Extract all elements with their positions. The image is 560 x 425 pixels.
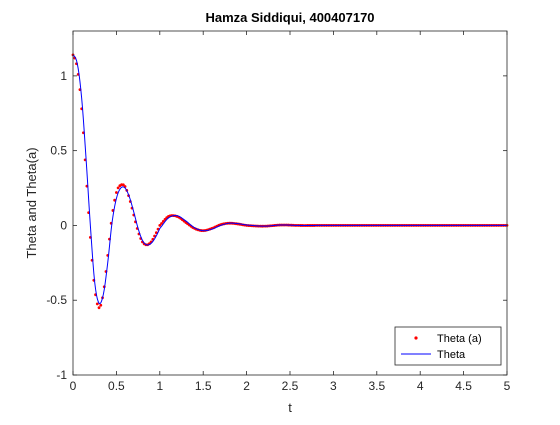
- series-point-theta-a: [158, 224, 162, 227]
- axes-box: [72, 30, 508, 376]
- x-tick-label: 3.5: [368, 379, 385, 393]
- y-tick-label: 1: [60, 69, 67, 83]
- x-tick-label: 2: [243, 379, 250, 393]
- x-tick-label: 1: [156, 379, 163, 393]
- x-tick-label: 3: [330, 379, 337, 393]
- series-point-theta-a: [116, 186, 120, 190]
- x-tick-label: 5: [504, 379, 511, 393]
- y-tick-label: 0.5: [50, 144, 67, 158]
- legend-swatch-dot: [414, 336, 418, 340]
- y-axis-label: Theta and Theta(a): [24, 147, 39, 258]
- x-tick-label: 1.5: [195, 379, 212, 393]
- chart-title: Hamza Siddiqui, 400407170: [205, 10, 374, 25]
- y-tick-label: -0.5: [46, 293, 67, 307]
- legend-label: Theta (a): [437, 333, 482, 345]
- x-tick-label: 0.5: [108, 379, 125, 393]
- series-point-theta-a: [160, 222, 163, 225]
- x-tick-label: 0: [70, 379, 77, 393]
- x-tick-label: 2.5: [282, 379, 299, 393]
- x-axis-label: t: [288, 400, 292, 415]
- x-tick-label: 4: [417, 379, 424, 393]
- y-tick-label: 0: [60, 218, 67, 232]
- axes-background: [73, 31, 507, 375]
- x-tick-label: 4.5: [455, 379, 472, 393]
- plot-area: 0 0.5 1 1.5 2 2.5 3 3.5 4 4.5 5 -1 -0.5 0 0.5 1: [46, 30, 511, 393]
- series-point-theta-a: [121, 183, 125, 187]
- series-point-theta-a: [99, 303, 103, 307]
- legend-box: [394, 326, 502, 366]
- legend: Theta (a) Theta: [394, 326, 502, 366]
- series-point-theta-a: [161, 220, 165, 223]
- series-point-theta-a: [97, 306, 101, 310]
- legend-label: Theta: [437, 349, 466, 361]
- series-point-theta-a: [115, 191, 118, 194]
- series-line-theta: [72, 54, 507, 305]
- series-point-theta-a: [95, 302, 99, 306]
- y-tick-label: -1: [56, 368, 67, 382]
